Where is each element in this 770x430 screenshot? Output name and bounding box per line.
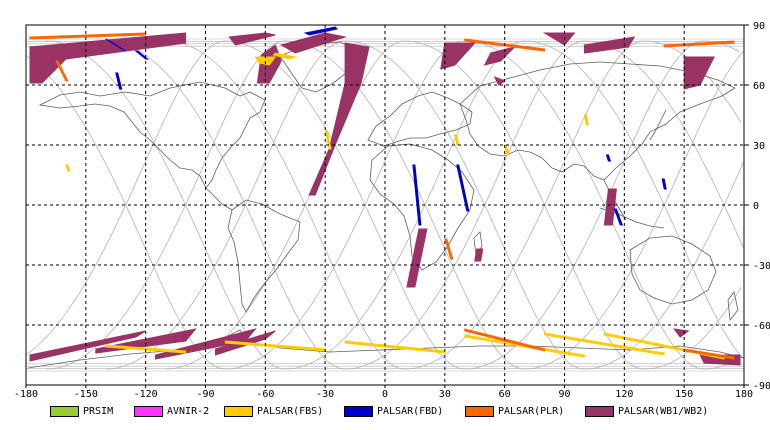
swath	[228, 32, 276, 46]
swath	[65, 164, 71, 172]
swath	[474, 248, 484, 262]
lon-tick-label: 120	[615, 389, 633, 400]
swath	[661, 178, 667, 190]
lon-tick-label: -90	[196, 389, 214, 400]
lon-tick-label: -60	[256, 389, 274, 400]
lon-tick-label: -180	[14, 389, 38, 400]
swath	[280, 32, 348, 54]
swath	[454, 134, 460, 146]
coast-asia	[459, 61, 736, 181]
swath	[272, 52, 298, 60]
orbit-track	[45, 40, 286, 370]
lon-tick-label: 30	[439, 389, 451, 400]
swath	[406, 228, 428, 288]
coast-central-america	[205, 187, 233, 211]
lat-tick-label: -60	[753, 321, 770, 332]
swath	[55, 60, 69, 82]
swath	[663, 40, 735, 48]
coast-new-zealand	[727, 291, 739, 322]
orbit-track	[25, 54, 226, 370]
swath	[493, 76, 506, 86]
swath	[483, 46, 517, 66]
lat-tick-label: -90	[753, 381, 770, 392]
swath	[456, 164, 470, 212]
lon-tick-label: -30	[316, 389, 334, 400]
swath	[542, 32, 576, 46]
legend-item-palsar-fbd: PALSAR(FBD)	[344, 405, 465, 417]
swath	[303, 26, 339, 36]
swath	[412, 164, 422, 226]
coast-madagascar	[473, 231, 483, 258]
orbit-track	[25, 40, 226, 356]
axis-tick-labels: -180 -150 -120 -90 -60 -30 0 30 60 90 120 150 180 90 6…	[14, 21, 770, 400]
coast-indochina	[603, 179, 627, 221]
lon-tick-label: 0	[382, 389, 388, 400]
legend-item-palsar-wb: PALSAR(WB1/WB2)	[585, 405, 709, 417]
legend-label-palsar-plr: PALSAR(PLR)	[498, 405, 565, 417]
legend-swatch-prsim	[50, 405, 79, 417]
lon-tick-label: -120	[134, 389, 158, 400]
coast-south-america	[227, 199, 301, 313]
legend-item-palsar-plr: PALSAR(PLR)	[465, 405, 585, 417]
legend-swatch-palsar-wb	[585, 405, 614, 417]
swath	[105, 38, 126, 52]
lat-tick-label: 90	[753, 21, 765, 32]
swath	[29, 32, 147, 40]
lat-tick-label: 60	[753, 81, 765, 92]
swath	[605, 154, 612, 162]
swath	[603, 188, 617, 226]
swath	[583, 36, 636, 54]
legend-item-prsim: PRSIM	[50, 405, 134, 417]
observation-swaths	[29, 26, 741, 366]
swath	[29, 32, 187, 84]
legend-label-avnir2: AVNIR-2	[167, 405, 210, 417]
legend-swatch-avnir2	[134, 405, 163, 417]
orbit-track	[105, 40, 346, 370]
lon-tick-label: 150	[675, 389, 693, 400]
swath	[115, 72, 123, 90]
swath	[583, 114, 590, 126]
swath	[134, 50, 150, 60]
swath	[683, 56, 715, 90]
swath	[544, 332, 665, 356]
swath	[324, 130, 332, 150]
legend-item-avnir2: AVNIR-2	[134, 405, 224, 417]
legend: PRSIM AVNIR-2 PALSAR(FBS) PALSAR(FBD) PA…	[50, 403, 708, 419]
lat-tick-label: 30	[753, 141, 765, 152]
swath	[344, 340, 446, 354]
swath	[673, 328, 690, 338]
orbit-track	[584, 162, 744, 370]
swath	[504, 144, 510, 156]
swath	[29, 330, 146, 362]
legend-swatch-palsar-fbd	[344, 405, 373, 417]
lon-tick-label: 180	[735, 389, 753, 400]
swath	[440, 42, 476, 70]
lon-tick-label: -150	[74, 389, 98, 400]
legend-label-prsim: PRSIM	[83, 405, 114, 417]
coast-japan	[649, 109, 667, 141]
swath	[444, 238, 454, 260]
coast-australia	[629, 235, 717, 305]
lon-tick-label: 60	[499, 389, 511, 400]
swath	[613, 208, 624, 226]
lat-tick-label: 0	[753, 201, 759, 212]
orbit-track	[524, 40, 744, 359]
legend-label-palsar-fbd: PALSAR(FBD)	[377, 405, 444, 417]
coast-north-america	[38, 81, 266, 189]
orbit-track	[524, 51, 744, 370]
legend-swatch-palsar-fbs	[224, 405, 253, 417]
lon-tick-label: 90	[558, 389, 570, 400]
legend-label-palsar-wb: PALSAR(WB1/WB2)	[618, 405, 709, 417]
legend-label-palsar-fbs: PALSAR(FBS)	[257, 405, 324, 417]
lat-tick-label: -30	[753, 261, 770, 272]
legend-swatch-palsar-plr	[465, 405, 494, 417]
swath	[308, 42, 370, 196]
legend-item-palsar-fbs: PALSAR(FBS)	[224, 405, 344, 417]
coast-europe	[367, 91, 473, 147]
graticule	[26, 25, 744, 385]
